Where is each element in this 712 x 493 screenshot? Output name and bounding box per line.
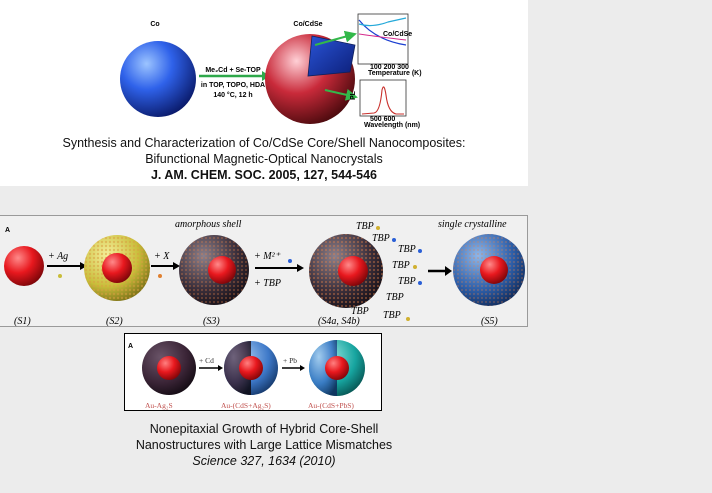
arrow-1-head [80,262,87,270]
s3-core [208,256,236,284]
step-pb-label: + Pb [283,356,297,365]
inset1-curve-c [358,33,407,41]
bottom-caption-line-1: Nonepitaxial Growth of Hybrid Core-Shell [149,422,379,436]
top-caption-line-3: J. AM. CHEM. SOC. 2005, 127, 544-546 [150,168,378,182]
x-particle [158,274,162,278]
lower-panel-letter-a: A [128,343,133,350]
label-s5: (S5) [481,316,498,327]
top-caption-line-1: Synthesis and Characterization of Co/CdS… [62,136,466,150]
shell-growth-scheme: A + Ag + X amorphous shell + M²⁺ + TBP [4,219,525,327]
top-figure-panel: Co Me₂Cd + Se-TOP in TOP, TOPO, HDA 140 … [0,0,528,186]
tbp-6: TBP [386,292,404,303]
lower-arrow-1-head [218,365,223,371]
arrow-text-3: 140 °C, 12 h [213,91,252,99]
step-m-label: + M²⁺ [254,251,281,262]
tbp-ligands: TBP TBP TBP TBP TBP TBP TBP TBP [351,221,422,321]
cocdse-label: Co/CdSe [293,21,322,28]
middle-figure-panel: A + Ag + X amorphous shell + M²⁺ + TBP [0,215,528,327]
tbp-7: TBP [351,306,369,317]
au-core-2 [239,356,263,380]
label-au-cds-pbs: Au-(CdS+PbS) [308,401,354,410]
inset2-xticks: 500 600 [370,116,395,123]
inset1-legend: Co/CdSe [383,31,412,38]
au-core-3 [325,356,349,380]
ag-particle [58,274,62,278]
single-crystalline-label: single crystalline [438,219,507,230]
bottom-caption: Nonepitaxial Growth of Hybrid Core-Shell… [0,422,528,482]
cocdse-cutaway [307,35,356,77]
ligand-dot-5 [418,281,422,285]
inset1-xlabel: Temperature (K) [368,70,422,77]
lower-figure-panel: A + Cd + Pb Au-Ag₂S Au-(CdS+Ag₂S) Au-(Cd… [124,333,382,411]
arrow-4-head [445,266,452,276]
cds-half-shell [309,340,337,396]
ligand-dot-4 [413,265,417,269]
step-tbp-label: + TBP [254,278,281,289]
arrow-text-1: Me₂Cd + Se-TOP [205,67,261,74]
inset2-pl-peak [361,86,404,115]
tbp-2: TBP [372,233,390,244]
arrow-text-2: in TOP, TOPO, HDA [201,82,265,89]
bottom-caption-line-3: Science 327, 1634 (2010) [192,454,336,468]
bottom-caption-line-2: Nanostructures with Large Lattice Mismat… [135,438,393,452]
s4-core [338,256,368,286]
ligand-dot-2 [392,238,396,242]
au-core-1 [157,356,181,380]
pointer-arrow-2 [324,88,358,101]
inset-pl-plot [359,79,407,117]
au-shell-scheme: A + Cd + Pb Au-Ag₂S Au-(CdS+Ag₂S) Au-(Cd… [128,340,365,410]
co-label: Co [150,21,159,28]
label-au-cds-ag2s: Au-(CdS+Ag₂S) [221,401,271,410]
inset2-xlabel: Wavelength (nm) [364,122,420,129]
co-cdse-figure: Co Me₂Cd + Se-TOP in TOP, TOPO, HDA 140 … [120,13,422,129]
pointer-arrow-1 [314,30,357,46]
tbp-1: TBP [356,221,374,232]
label-au-ag2s: Au-Ag₂S [145,401,173,410]
step-ag-label: + Ag [48,251,68,262]
label-s2: (S2) [106,316,123,327]
arrow-2-head [173,262,180,270]
tbp-3: TBP [398,244,416,255]
lower-arrow-2-head [300,365,305,371]
m-ion [288,259,292,263]
step-x-label: + X [154,251,170,262]
inset2-ylabel: PL [350,90,357,100]
step-cd-label: + Cd [199,356,214,365]
tbp-4: TBP [392,260,410,271]
panel-letter-a: A [5,227,10,234]
s1-core-sphere [4,246,44,286]
ag2s-half-shell [224,341,251,395]
top-caption-line-2: Bifunctional Magnetic-Optical Nanocrysta… [145,152,383,166]
arrow-3-head [297,264,304,272]
ligand-dot-6 [406,317,410,321]
s2-core [102,253,132,283]
label-s3: (S3) [203,316,220,327]
ligand-dot-3 [418,249,422,253]
ligand-dot-1 [376,226,380,230]
s5-core [480,256,508,284]
tbp-8: TBP [383,310,401,321]
label-s4: (S4a, S4b) [318,316,360,327]
amorphous-shell-label: amorphous shell [175,219,242,230]
inset1-xticks: 100 200 300 [370,64,409,71]
tbp-5: TBP [398,276,416,287]
label-s1: (S1) [14,316,31,327]
inset1-curve-b [358,17,407,27]
co-sphere [120,41,196,117]
